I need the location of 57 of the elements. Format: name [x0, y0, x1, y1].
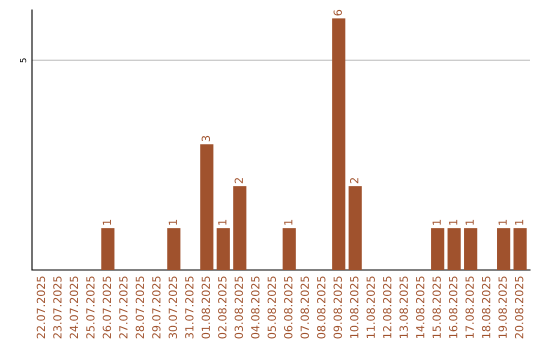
x-tick-label: 22.07.2025	[36, 276, 46, 338]
x-tick-label: 05.08.2025	[268, 276, 276, 338]
bar	[282, 228, 296, 270]
x-tick-label: 17.08.2025	[465, 276, 474, 338]
data-label: 6	[334, 10, 342, 16]
bar	[514, 228, 527, 270]
x-tick-label: 24.07.2025	[70, 276, 78, 338]
x-tick-label: 28.07.2025	[136, 276, 144, 338]
x-tick-label: 14.08.2025	[416, 276, 424, 338]
bar	[497, 228, 510, 270]
bar	[101, 228, 114, 270]
data-label: 1	[498, 220, 507, 225]
data-label: 3	[202, 136, 210, 142]
x-tick-label: 08.08.2025	[317, 276, 326, 338]
x-tick-label: 19.08.2025	[498, 276, 507, 338]
x-tick-label: 23.07.2025	[53, 276, 62, 338]
bar	[167, 228, 180, 270]
bar	[216, 228, 230, 270]
x-tick-label: 18.08.2025	[482, 276, 490, 338]
data-label: 1	[466, 220, 474, 225]
data-label: 1	[168, 220, 177, 225]
bar	[348, 186, 362, 270]
x-tick-label: 02.08.2025	[218, 276, 227, 338]
y-tick-label: 5	[20, 58, 26, 62]
data-label: 1	[449, 220, 458, 225]
x-tick-label: 10.08.2025	[350, 276, 358, 338]
x-tick-label: 31.07.2025	[185, 276, 194, 338]
x-tick-label: 01.08.2025	[202, 276, 210, 338]
data-label: 1	[432, 220, 441, 225]
x-tick-label: 12.08.2025	[383, 276, 392, 338]
bar	[332, 18, 346, 270]
x-tick-label: 04.08.2025	[251, 276, 260, 338]
data-label: 1	[515, 220, 524, 225]
x-tick-label: 06.08.2025	[284, 276, 292, 338]
x-tick-label: 25.07.2025	[86, 276, 95, 338]
data-label: 2	[350, 178, 358, 184]
bar	[233, 186, 246, 270]
bar	[464, 228, 478, 270]
x-tick-label: 20.08.2025	[514, 276, 524, 338]
x-tick-label: 09.08.2025	[334, 276, 342, 338]
x-tick-label: 27.07.2025	[119, 276, 128, 338]
x-tick-label: 07.08.2025	[300, 276, 309, 338]
data-label: 1	[102, 220, 111, 225]
x-tick-label: 30.07.2025	[168, 276, 178, 338]
bar	[200, 144, 214, 270]
x-tick-label: 13.08.2025	[399, 276, 408, 338]
x-tick-label: 11.08.2025	[366, 276, 375, 338]
data-label: 2	[234, 178, 243, 184]
x-tick-label: 15.08.2025	[432, 276, 441, 338]
data-label: 1	[284, 220, 292, 225]
x-tick-label: 16.08.2025	[448, 276, 458, 338]
x-tick-label: 29.07.2025	[152, 276, 161, 338]
bar	[448, 228, 461, 270]
data-label: 1	[218, 220, 226, 225]
x-tick-label: 26.07.2025	[102, 276, 112, 338]
bar	[431, 228, 444, 270]
x-tick-label: 03.08.2025	[234, 276, 243, 338]
